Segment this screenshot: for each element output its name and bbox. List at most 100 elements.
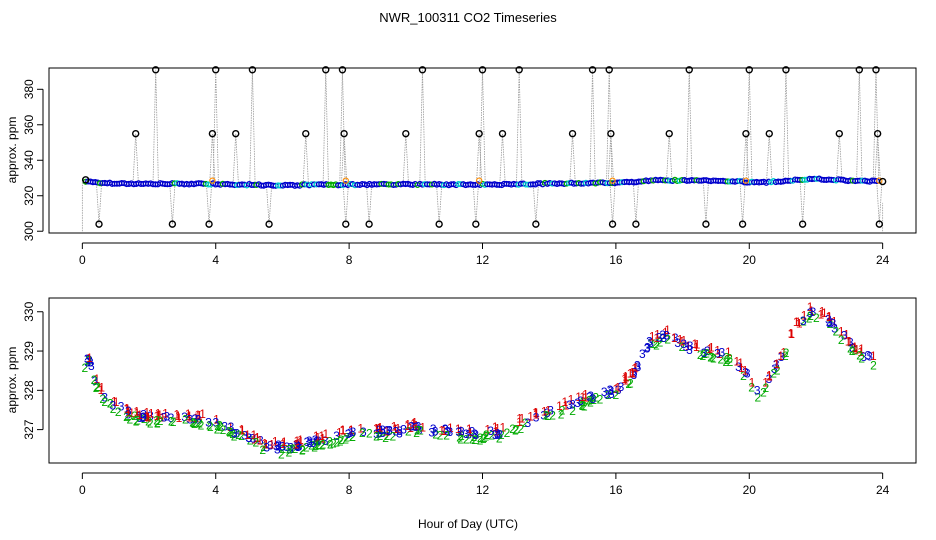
bottom-series-2-point: 2 (443, 428, 450, 442)
bottom-series-1-point: 1 (706, 342, 713, 356)
top-connector-line (609, 181, 616, 225)
bottom-series-1-point: 1 (133, 404, 140, 418)
bottom-series-2-point: 2 (847, 341, 854, 355)
bottom-series-2-point: 2 (754, 390, 761, 404)
bottom-series-1-point: 1 (773, 357, 780, 371)
bottom-series-1-point: 1 (649, 329, 656, 343)
bottom-series-3-point: 3 (350, 425, 357, 439)
bottom-series-1-point: 1 (376, 421, 383, 435)
bottom-series-2-point: 2 (191, 417, 198, 431)
bottom-series-1-point: 1 (148, 407, 155, 421)
top-connector-line (132, 133, 139, 183)
bottom-series-3-point: 3 (810, 305, 817, 319)
top-outlier-point (81, 176, 90, 184)
top-connector-line (169, 182, 176, 225)
bottom-series-1-point: 1 (86, 351, 93, 365)
bottom-series-1-point: 1 (162, 406, 169, 420)
bottom-series-1-point: 1 (671, 331, 678, 345)
bottom-series-3-point: 3 (205, 416, 212, 430)
top-outlier-point (340, 129, 348, 138)
top-connector-line (836, 133, 843, 179)
bottom-series-2-point: 2 (471, 433, 478, 447)
bottom-series-3-point: 3 (187, 413, 194, 427)
bottom-series-2-point: 2 (456, 430, 463, 444)
top-connector-line (212, 69, 219, 183)
bottom-series-1-point: 1 (766, 369, 773, 383)
top-highlight-point (876, 177, 883, 184)
bottom-series-2-point: 2 (647, 337, 654, 351)
top-outlier-point (873, 129, 882, 138)
bottom-series-3-point: 3 (231, 427, 238, 441)
bottom-series-2-point: 2 (559, 403, 566, 417)
bottom-series-2-point: 2 (748, 381, 755, 395)
bottom-series-3-point: 3 (524, 416, 531, 430)
bottom-series-2-point: 2 (373, 430, 380, 444)
bottom-series-1-point: 1 (826, 309, 833, 323)
bottom-series-3-point: 3 (841, 329, 848, 343)
bottom-x-tick-label: 24 (876, 483, 890, 497)
bottom-y-axis-label: approx. ppm (5, 347, 19, 414)
bottom-series-1-point: 1 (348, 423, 355, 437)
bottom-series-1-point: 1 (857, 345, 864, 359)
bottom-series-1-point: 1 (777, 349, 784, 363)
bottom-series-1-point: 1 (404, 419, 411, 433)
bottom-series-2-point: 2 (627, 377, 634, 391)
bottom-series-3-point: 3 (315, 434, 322, 448)
bottom-series-1-point: 1 (155, 407, 162, 421)
bottom-series-2-point: 2 (349, 430, 356, 444)
bottom-series-3-point: 3 (379, 426, 386, 440)
bottom-series-3-point: 3 (267, 438, 274, 452)
bottom-series-1-point: 1 (693, 340, 700, 354)
bottom-series-3-point: 3 (415, 420, 422, 434)
bottom-series-3-point: 3 (274, 442, 281, 456)
top-connector-line (436, 183, 443, 225)
bottom-series-1-point: 1 (519, 411, 526, 425)
bottom-series-2-point: 2 (783, 346, 790, 360)
bottom-series-2-point: 2 (216, 418, 223, 432)
bottom-series-2-point: 2 (316, 438, 323, 452)
bottom-series-2-point: 2 (99, 392, 106, 406)
bottom-series-3-point: 3 (766, 372, 773, 386)
bottom-series-2-point: 2 (469, 433, 476, 447)
top-x-tick-label: 24 (876, 253, 890, 267)
bottom-series-3-point: 3 (704, 344, 711, 358)
top-outlier-point (835, 129, 844, 138)
bottom-series-2-point: 2 (131, 409, 138, 423)
top-y-tick-label: 380 (22, 79, 36, 99)
bottom-series-3-point: 3 (615, 383, 622, 397)
bottom-series-3-point: 3 (295, 440, 302, 454)
bottom-series-3-point: 3 (109, 398, 116, 412)
top-panel: 0 4 8 12 16 20 24 300 320 340 360 380 approx. ppm (5, 66, 917, 267)
bottom-series-2-point: 2 (343, 431, 350, 445)
bottom-series-2-point: 2 (597, 393, 604, 407)
bottom-series-1-point: 1 (582, 390, 589, 404)
bottom-series-3-point: 3 (701, 346, 708, 360)
bottom-series-3-point: 3 (639, 347, 646, 361)
bottom-series-3-point: 3 (85, 353, 92, 367)
bottom-series-1-point: 1 (340, 423, 347, 437)
bottom-series-2-point: 2 (703, 346, 710, 360)
top-connector-line (606, 69, 613, 182)
bottom-series-1-point: 1 (831, 315, 838, 329)
bottom-series-3-point: 3 (377, 426, 384, 440)
bottom-series-2-point: 2 (707, 351, 714, 365)
bottom-series-2-point: 2 (558, 407, 565, 421)
bottom-series-2-point: 2 (157, 414, 164, 428)
bottom-series-3-point: 3 (680, 337, 687, 351)
bottom-series-1-point: 1 (826, 310, 833, 324)
bottom-series-1-point: 1 (662, 325, 669, 339)
bottom-series-3-point: 3 (607, 383, 614, 397)
bottom-series-2-point: 2 (101, 395, 108, 409)
bottom-series-2-point: 2 (517, 422, 524, 436)
bottom-series-2-point: 2 (414, 424, 421, 438)
bottom-series-2-point: 2 (807, 309, 814, 323)
bottom-series-3-point: 3 (849, 341, 856, 355)
bottom-y-axis: 327 328 329 330 (22, 301, 44, 440)
top-connector-line (95, 181, 103, 225)
bottom-series-1-point: 1 (411, 416, 418, 430)
bottom-series-2-point: 2 (127, 413, 134, 427)
bottom-series-3-point: 3 (296, 440, 303, 454)
bottom-series-2-point: 2 (625, 377, 632, 391)
bottom-series-1-point: 1 (733, 354, 740, 368)
bottom-series-1-point: 1 (113, 395, 120, 409)
